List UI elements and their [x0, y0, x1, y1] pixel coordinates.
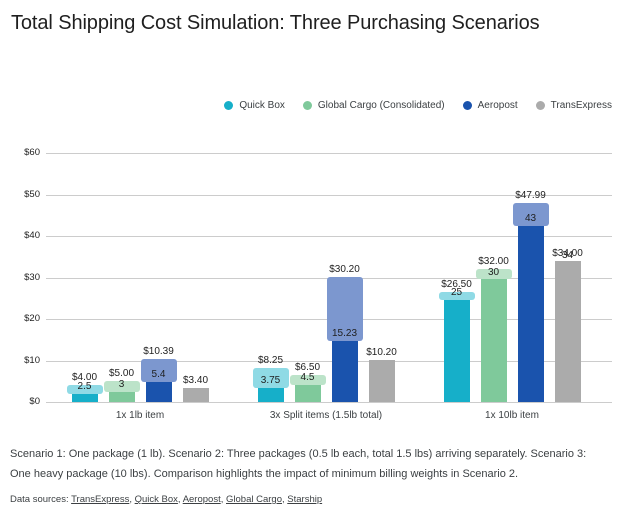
bar-overlay-global-cargo-consolidated: [103, 381, 140, 392]
legend-label: Global Cargo (Consolidated): [317, 100, 445, 111]
bar-overlay-global-cargo-consolidated: [475, 269, 512, 280]
y-tick-label: $0: [29, 396, 40, 407]
bar-total-label: $5.00: [108, 368, 135, 380]
bar-total-label: $26.50: [441, 279, 472, 291]
page-title: Total Shipping Cost Simulation: Three Pu…: [11, 12, 540, 34]
y-tick-label: $10: [24, 354, 40, 366]
bar-transexpress: [182, 387, 209, 402]
bar-aeropost: [331, 338, 358, 402]
bar-overlay-aeropost: [512, 202, 549, 226]
legend-dot-icon: [302, 101, 312, 110]
source-link-aeropost[interactable]: Aeropost: [182, 494, 221, 505]
data-sources-line: Data sources: TransExpress, Quick Box, A…: [10, 494, 323, 505]
legend-item-aeropost: Aeropost: [462, 100, 518, 111]
gridline: [46, 360, 612, 362]
bar-segment-label: 3.75: [260, 375, 281, 387]
source-link-transexpress[interactable]: TransExpress: [71, 494, 130, 505]
bar-aeropost: [145, 379, 172, 402]
bar-total-label: $47.99: [515, 189, 546, 201]
legend-item-global-cargo-consolidated: Global Cargo (Consolidated): [302, 100, 445, 111]
chart-footnote: Scenario 1: One package (1 lb). Scenario…: [10, 448, 587, 480]
legend-label: TransExpress: [550, 100, 612, 111]
y-tick-label: $60: [24, 147, 40, 158]
bar-transexpress: [368, 359, 395, 402]
legend: Quick Box Global Cargo (Consolidated) Aero…: [224, 100, 612, 111]
bar-global-cargo-consolidated: [480, 277, 507, 402]
bar-segment-label: 4.5: [300, 372, 315, 384]
bar-overlay-quick-box: [66, 385, 103, 394]
source-link-starship[interactable]: Starship: [287, 494, 323, 505]
bar-total-label: $34.00: [552, 247, 583, 259]
legend-dot-icon: [224, 101, 234, 110]
legend-item-quick-box: Quick Box: [224, 100, 285, 111]
gridline: [46, 153, 612, 154]
y-tick-label: $40: [24, 230, 40, 241]
y-tick-label: $30: [24, 271, 40, 283]
bar-total-label: $32.00: [478, 256, 509, 268]
bar-transexpress: [554, 260, 581, 402]
gridline: [46, 194, 612, 196]
bar-aeropost: [517, 223, 544, 402]
data-sources-label: Data sources:: [10, 494, 69, 505]
bar-segment-label: 3: [118, 378, 125, 390]
bar-total-label: $10.20: [366, 346, 397, 358]
source-link-global-cargo[interactable]: Global Cargo: [226, 494, 282, 505]
bar-total-label: $4.00: [71, 372, 98, 384]
bar-overlay-aeropost: [326, 276, 363, 341]
legend-label: Quick Box: [239, 100, 285, 111]
bar-total-label: $6.50: [294, 362, 321, 374]
legend-dot-icon: [462, 101, 472, 110]
bar-segment-label: 43: [524, 212, 537, 224]
bar-total-label: $3.40: [182, 374, 209, 386]
bar-segment-label: 5.4: [151, 368, 166, 380]
y-tick-label: $50: [24, 188, 40, 200]
bar-overlay-aeropost: [140, 358, 177, 382]
bar-overlay-quick-box: [438, 292, 475, 301]
gridline: [46, 402, 612, 403]
legend-dot-icon: [535, 101, 545, 110]
bar-segment-label: 30: [487, 266, 500, 278]
x-category-label: 1x 10lb item: [485, 410, 539, 421]
bar-overlay-global-cargo-consolidated: [289, 375, 326, 386]
bar-total-label: $8.25: [257, 354, 284, 366]
bar-quick-box: [257, 386, 284, 402]
bar-segment-label: 34: [561, 249, 574, 261]
bar-total-label: $30.20: [329, 263, 360, 275]
x-category-label: 1x 1lb item: [115, 410, 165, 421]
chart-plot-area: $0 $10 $20 $30 $40 $50 $60 $4.00 2.5 $5.00 3 $10.39…: [0, 140, 620, 436]
bar-overlay-quick-box: [252, 367, 289, 389]
legend-label: Aeropost: [477, 100, 518, 111]
bar-quick-box: [71, 391, 98, 402]
bar-quick-box: [443, 298, 470, 402]
bar-total-label: $10.39: [143, 345, 174, 357]
bar-global-cargo-consolidated: [294, 383, 321, 402]
x-category-label: 3x Split items (1.5lb total): [269, 410, 383, 421]
bar-global-cargo-consolidated: [108, 389, 135, 402]
legend-item-transexpress: TransExpress: [535, 100, 612, 111]
gridline: [46, 236, 612, 237]
bar-segment-label: 25: [450, 287, 463, 299]
bar-segment-label: 2.5: [77, 380, 92, 392]
y-tick-label: $20: [24, 313, 40, 324]
bar-segment-label: 15.23: [331, 327, 358, 339]
source-link-quick-box[interactable]: Quick Box: [134, 494, 178, 505]
